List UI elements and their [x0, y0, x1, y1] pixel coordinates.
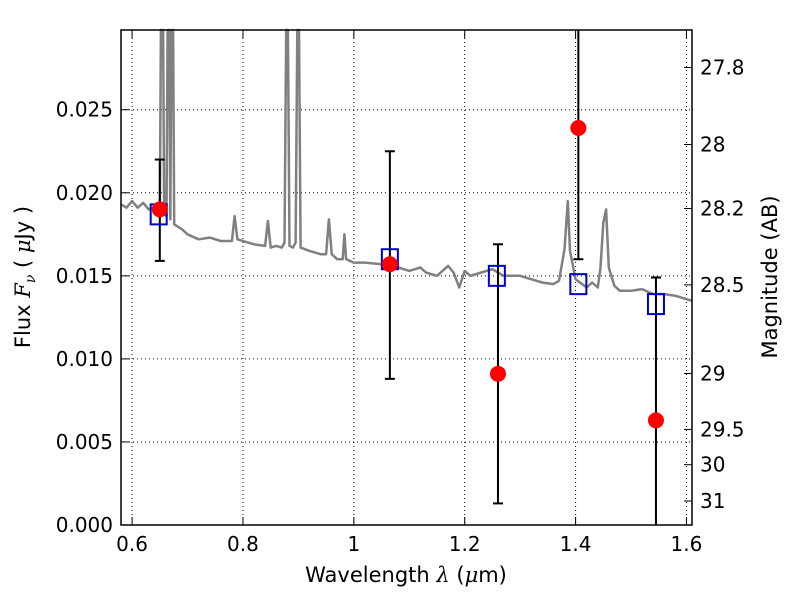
- magnitude-tick-label: 29.5: [700, 417, 745, 441]
- magnitude-tick-label: 28.5: [700, 273, 745, 297]
- x-tick-label: 0.6: [116, 532, 148, 556]
- x-tick-labels: 0.6 0.8 1 1.2 1.4 1.6: [116, 532, 702, 556]
- observed-point: [647, 412, 664, 429]
- observed-point: [489, 365, 506, 382]
- spectrum-layer: [120, 28, 693, 302]
- y-tick-label: 0.020: [56, 181, 113, 205]
- observed-points-layer: [151, 120, 664, 429]
- observed-point: [151, 201, 168, 218]
- model-point: [487, 264, 506, 287]
- magnitude-axis-title: Magnitude (AB): [758, 195, 782, 358]
- x-tick-label: 0.8: [227, 532, 259, 556]
- y-tick-labels: 0.000 0.005 0.010 0.015 0.020 0.025: [56, 98, 113, 537]
- grid-lines: [121, 30, 692, 526]
- magnitude-tick-labels: 27.8 28 28.2 28.5 29 29.5 30 31: [700, 56, 745, 513]
- model-point: [569, 273, 588, 296]
- magnitude-tick-label: 28.2: [700, 196, 745, 220]
- y-tick-label: 0.005: [56, 430, 113, 454]
- y-tick-label: 0.010: [56, 347, 113, 371]
- model-point: [646, 293, 665, 316]
- x-tick-label: 1.2: [449, 532, 481, 556]
- y-tick-label: 0.025: [56, 98, 113, 122]
- magnitude-tick-label: 29: [700, 362, 725, 386]
- y-axis-title: Flux Fν ( μJy ): [11, 206, 39, 348]
- plot-frame: [120, 29, 693, 526]
- tick-marks: [121, 30, 692, 526]
- y-tick-label: 0.000: [56, 513, 113, 537]
- error-bars-layer: [154, 30, 661, 525]
- magnitude-tick-label: 27.8: [700, 56, 745, 80]
- model-points-layer: [149, 203, 665, 316]
- magnitude-tick-label: 30: [700, 453, 725, 477]
- observed-point: [381, 256, 398, 273]
- spectrum-line: [120, 28, 693, 302]
- x-tick-label: 1.4: [560, 532, 592, 556]
- observed-point: [570, 120, 587, 137]
- x-axis-title: Wavelength λ (μm): [305, 563, 507, 587]
- magnitude-tick-label: 31: [700, 489, 725, 513]
- x-tick-label: 1.6: [671, 532, 703, 556]
- magnitude-tick-label: 28: [700, 132, 725, 156]
- y-tick-label: 0.015: [56, 264, 113, 288]
- x-tick-label: 1: [347, 532, 360, 556]
